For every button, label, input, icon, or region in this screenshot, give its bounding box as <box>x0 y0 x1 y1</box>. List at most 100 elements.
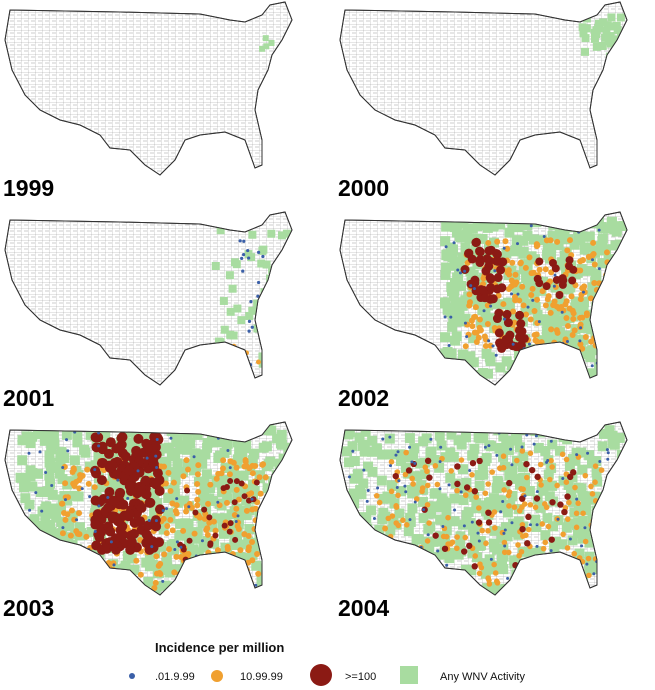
us-map <box>4 1 293 176</box>
activity-patch <box>426 508 437 519</box>
activity-patch <box>232 480 243 491</box>
activity-patch <box>192 528 203 539</box>
incidence-dot <box>141 529 152 540</box>
activity-patch <box>180 583 191 594</box>
activity-patch <box>607 573 618 584</box>
activity-patch <box>19 565 30 576</box>
incidence-dot <box>506 503 512 509</box>
activity-patch <box>504 470 515 481</box>
activity-patch <box>570 455 581 466</box>
incidence-dot <box>59 530 66 537</box>
activity-patch <box>455 546 466 557</box>
activity-patch <box>449 222 460 233</box>
activity-patch <box>489 525 500 536</box>
activity-patch <box>607 13 616 22</box>
activity-patch <box>488 221 499 232</box>
activity-patch <box>552 335 563 346</box>
incidence-dot <box>223 484 230 491</box>
activity-patch <box>616 500 627 511</box>
activity-patch <box>474 480 485 491</box>
activity-patch <box>596 515 607 526</box>
activity-patch <box>371 443 382 454</box>
incidence-dot <box>582 538 589 545</box>
incidence-dot <box>491 344 495 348</box>
activity-patch <box>268 286 277 295</box>
incidence-dot <box>503 318 513 328</box>
activity-patch <box>70 547 81 558</box>
incidence-dot <box>552 275 561 284</box>
incidence-dot <box>621 354 625 358</box>
incidence-dot <box>510 521 514 525</box>
activity-patch <box>595 319 606 330</box>
incidence-dot <box>220 457 227 464</box>
incidence-dot <box>518 548 525 555</box>
incidence-dot <box>509 447 513 451</box>
incidence-dot <box>508 277 515 284</box>
activity-patch <box>618 513 627 524</box>
incidence-dot <box>182 584 186 588</box>
activity-patch <box>270 537 281 548</box>
incidence-dot <box>573 510 580 517</box>
incidence-dot <box>398 549 402 553</box>
activity-patch <box>610 240 621 251</box>
activity-patch <box>166 451 177 462</box>
incidence-dot <box>509 259 516 266</box>
activity-patch <box>161 552 172 563</box>
activity-patch <box>234 551 245 562</box>
incidence-dot <box>528 466 536 474</box>
activity-patch <box>57 474 68 485</box>
activity-patch <box>592 536 603 547</box>
incidence-dot <box>226 471 233 478</box>
incidence-dot <box>404 490 408 494</box>
incidence-dot <box>251 525 258 532</box>
activity-layer <box>259 35 275 52</box>
activity-patch <box>176 529 187 540</box>
incidence-dot <box>568 537 572 541</box>
incidence-dot <box>136 502 147 513</box>
activity-patch <box>426 446 437 457</box>
incidence-dot <box>496 465 503 472</box>
incidence-dot <box>418 567 425 574</box>
incidence-dot <box>375 583 382 589</box>
activity-patch <box>551 536 562 547</box>
activity-patch <box>267 582 278 593</box>
activity-patch <box>610 332 621 343</box>
incidence-dot <box>274 369 278 374</box>
incidence-dot <box>403 484 407 488</box>
activity-patch <box>593 301 604 312</box>
activity-patch <box>284 458 292 469</box>
activity-patch <box>583 216 594 227</box>
activity-patch <box>501 438 512 449</box>
incidence-dot <box>556 579 563 586</box>
incidence-dot <box>97 444 101 448</box>
incidence-dot <box>539 521 546 527</box>
incidence-dot <box>124 465 135 476</box>
activity-patch <box>232 574 243 585</box>
activity-patch <box>384 449 395 460</box>
activity-patch <box>539 355 550 366</box>
incidence-dot <box>395 522 402 529</box>
activity-patch <box>496 532 507 543</box>
incidence-dot <box>430 555 434 559</box>
incidence-dot <box>244 575 251 582</box>
activity-patch <box>190 453 201 464</box>
incidence-dot <box>430 563 434 567</box>
activity-patch <box>582 524 593 535</box>
activity-patch <box>492 500 503 511</box>
activity-patch <box>403 526 414 537</box>
activity-patch <box>609 328 620 339</box>
activity-patch <box>567 535 578 546</box>
incidence-dot <box>154 454 158 458</box>
activity-patch <box>247 543 258 554</box>
incidence-dot <box>283 295 287 299</box>
activity-patch <box>471 537 482 548</box>
activity-patch <box>431 536 442 547</box>
activity-patch <box>409 443 420 454</box>
incidence-dot <box>566 237 573 244</box>
activity-patch <box>616 318 627 329</box>
activity-patch <box>599 18 608 27</box>
incidence-dot <box>564 493 571 500</box>
activity-patch <box>504 370 515 381</box>
activity-patch <box>422 563 433 574</box>
activity-patch <box>498 551 509 562</box>
